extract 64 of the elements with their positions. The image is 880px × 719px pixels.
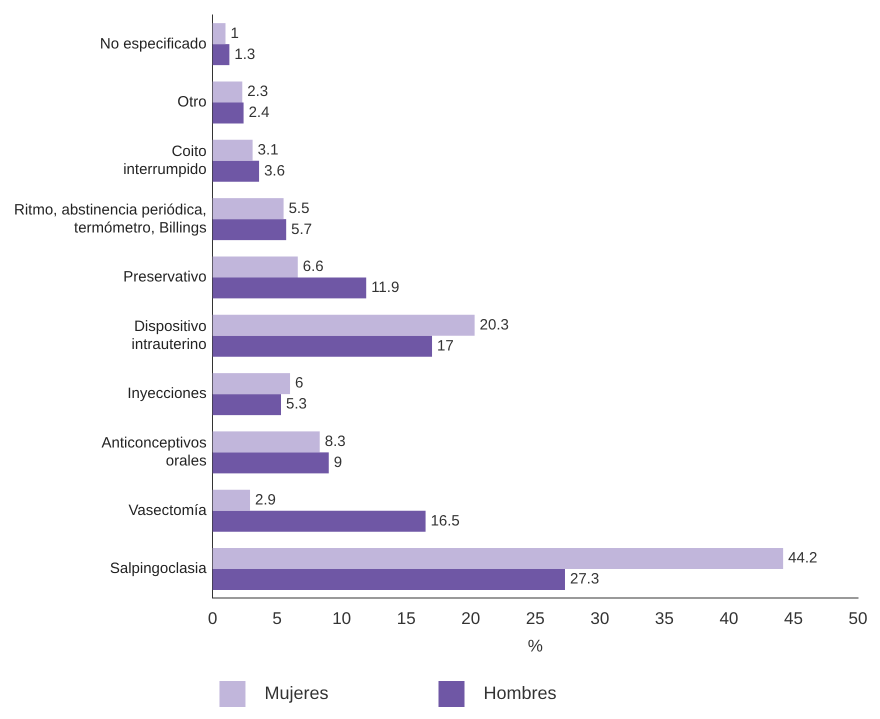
data-label: 44.2: [788, 550, 818, 567]
data-label: 6: [295, 374, 304, 392]
data-label: 5.7: [291, 220, 312, 238]
data-label: 2.9: [255, 491, 276, 508]
data-label: 20.3: [480, 316, 509, 334]
x-tick-label: 25: [526, 609, 545, 628]
bar: [212, 510, 426, 532]
bar: [212, 431, 320, 452]
y-tick-label: Coito interrumpido: [123, 142, 207, 178]
bar: [212, 198, 284, 220]
bar: [212, 219, 286, 240]
y-tick-label: Anticonceptivos orales: [102, 434, 207, 470]
data-label: 16.5: [430, 512, 460, 530]
x-tick-label: 45: [784, 609, 803, 628]
bar: [212, 81, 242, 102]
y-tick-label: Ritmo, abstinencia periódica, termómetro, Billings: [14, 201, 207, 236]
y-tick-label: Vasectomía: [128, 502, 208, 519]
data-label: 5.3: [286, 396, 307, 413]
bar: [212, 373, 290, 394]
bar: [212, 452, 329, 474]
bar: [212, 490, 250, 511]
bar: [212, 160, 260, 182]
x-tick-label: 50: [848, 609, 868, 628]
x-tick-label: 10: [332, 609, 352, 628]
legend-label: Hombres: [474, 682, 647, 703]
bar: [212, 256, 298, 278]
bar: [212, 548, 784, 570]
y-tick-label: No especificado: [100, 35, 207, 52]
x-axis-title: %: [528, 636, 543, 656]
legend-label: Mujeres: [254, 682, 419, 703]
data-label: 27.3: [570, 570, 600, 588]
bar: [212, 314, 475, 336]
x-tick-label: 0: [208, 609, 218, 628]
y-tick-label: Inyecciones: [127, 385, 207, 402]
y-tick-label: Preservativo: [123, 268, 207, 286]
x-tick-label: 30: [590, 609, 610, 628]
x-tick-label: 20: [461, 609, 480, 628]
bar: [212, 277, 366, 298]
bar: [212, 140, 253, 161]
data-label: 17: [437, 337, 454, 354]
data-label: 5.5: [288, 200, 310, 217]
data-label: 1.3: [234, 46, 256, 63]
data-label: 2.3: [247, 83, 268, 100]
y-tick-label: Salpingoclasia: [110, 560, 208, 578]
data-label: 8.3: [324, 433, 346, 450]
bar: [212, 394, 282, 416]
bar: [212, 102, 244, 124]
y-tick-label: Dispositivo intrauterino: [132, 318, 207, 353]
bar: [212, 336, 432, 357]
bar: [212, 44, 230, 66]
x-tick-label: 40: [719, 609, 738, 628]
data-label: 3.1: [258, 141, 278, 158]
x-tick-label: 5: [272, 609, 282, 628]
y-tick-label: Otro: [177, 94, 207, 111]
data-label: 9: [334, 454, 342, 472]
bar: [212, 569, 565, 590]
bar: [212, 23, 226, 44]
data-label: 1: [230, 24, 239, 42]
data-label: 2.4: [248, 104, 270, 122]
data-label: 3.6: [264, 162, 285, 180]
data-label: 11.9: [371, 279, 400, 296]
data-label: 6.6: [302, 258, 324, 276]
x-tick-label: 15: [396, 609, 416, 628]
x-tick-label: 35: [654, 609, 674, 628]
